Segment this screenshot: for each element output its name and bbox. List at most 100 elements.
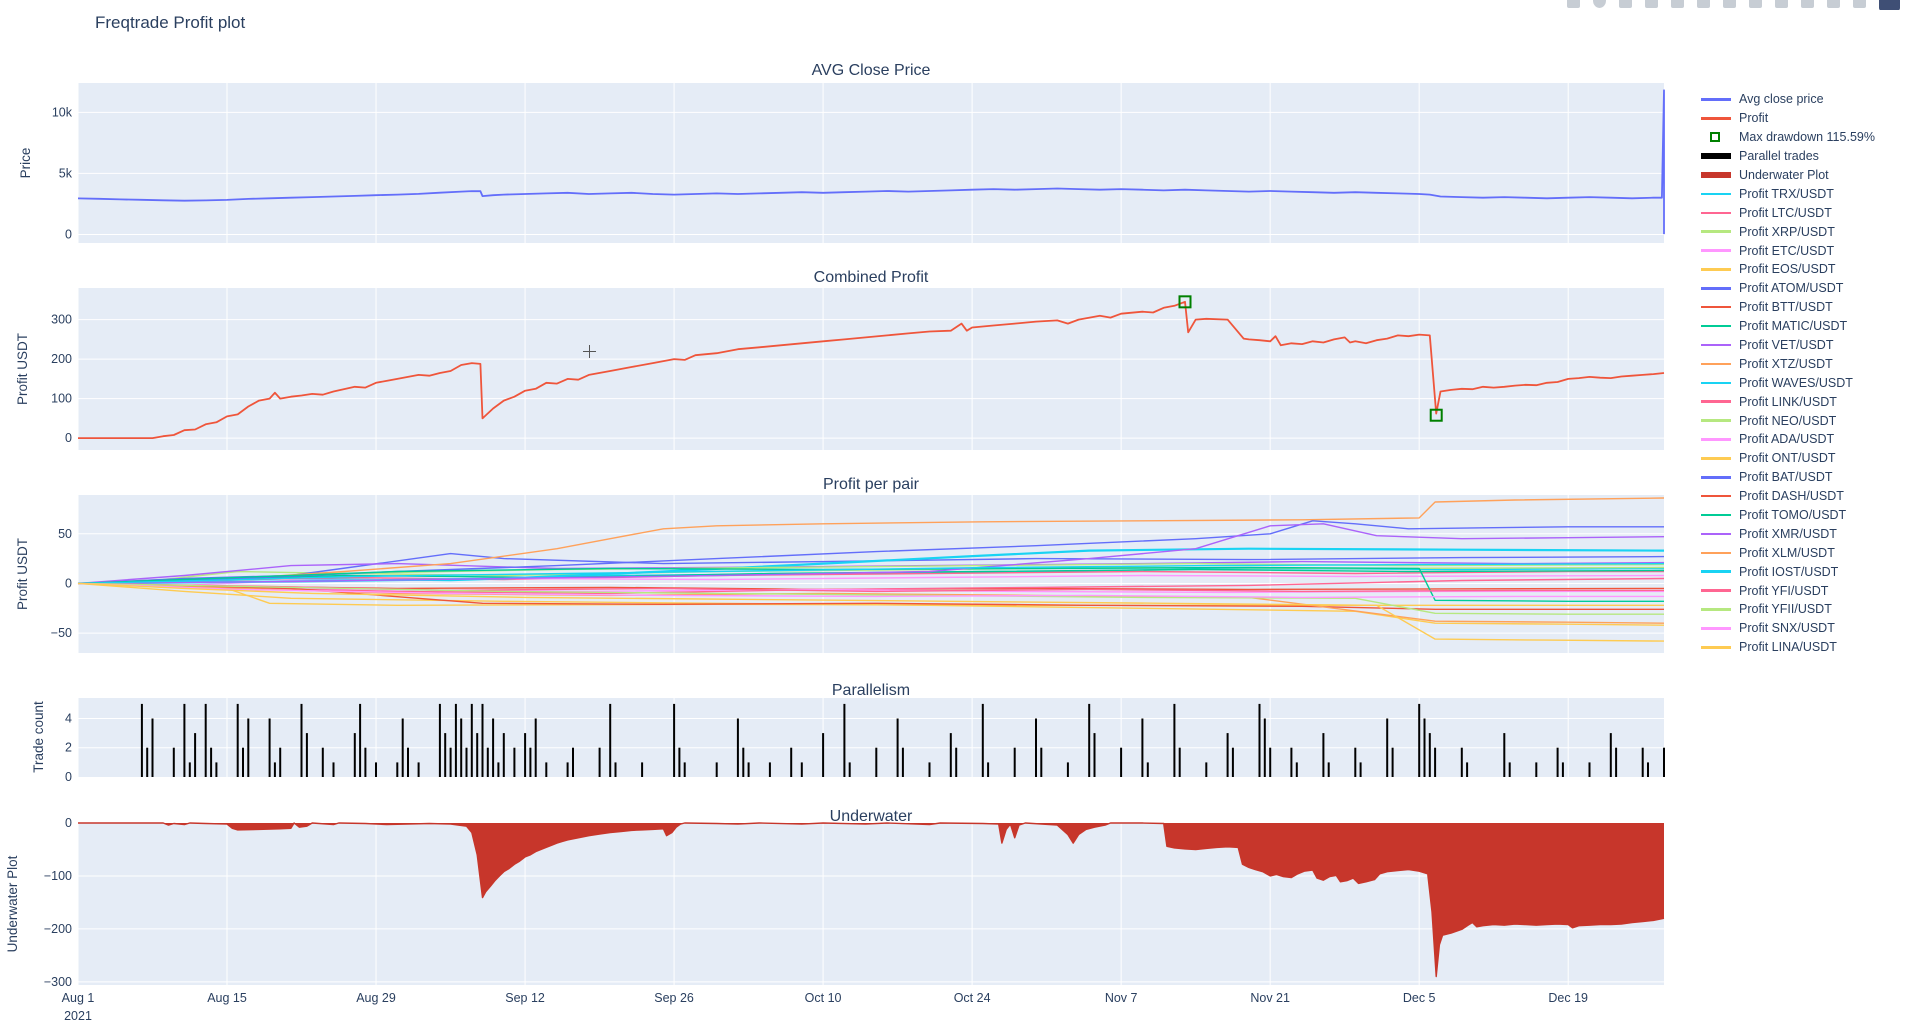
y-tick-label: 50 <box>58 527 72 541</box>
reset-axes-icon[interactable] <box>1775 0 1788 8</box>
legend-item[interactable]: Profit LINK/USDT <box>1701 392 1875 411</box>
trace-profit-xtz-usdt <box>77 497 1665 585</box>
legend-item[interactable]: Profit <box>1701 109 1875 128</box>
legend-item[interactable]: Profit TRX/USDT <box>1701 184 1875 203</box>
plot-area-0[interactable] <box>78 83 1664 243</box>
legend-item[interactable]: Underwater Plot <box>1701 166 1875 185</box>
trade-count-bar <box>529 747 532 777</box>
x-tick-label: Aug 15 <box>207 991 247 1005</box>
legend-item[interactable]: Parallel trades <box>1701 147 1875 166</box>
legend-item[interactable]: Profit NEO/USDT <box>1701 411 1875 430</box>
legend-swatch-line-icon <box>1701 287 1731 290</box>
legend-item[interactable]: Profit YFII/USDT <box>1701 600 1875 619</box>
legend-swatch-line-icon <box>1701 400 1731 403</box>
trade-count-bar <box>1423 718 1426 777</box>
trade-count-bar <box>476 733 479 777</box>
trade-count-bar <box>736 718 739 777</box>
legend-label: Profit XTZ/USDT <box>1739 356 1833 371</box>
zoom-icon[interactable] <box>1593 0 1606 8</box>
trace-underwater-plot <box>78 822 1665 978</box>
legend-item[interactable]: Profit WAVES/USDT <box>1701 373 1875 392</box>
trade-count-bar <box>1141 718 1144 777</box>
legend-item[interactable]: Profit SNX/USDT <box>1701 619 1875 638</box>
trace-profit-snx-usdt <box>77 582 1664 599</box>
legend-item[interactable]: Profit XMR/USDT <box>1701 524 1875 543</box>
trade-count-bar <box>364 747 367 777</box>
trade-count-bar <box>768 762 771 777</box>
zoom-in-icon[interactable] <box>1697 0 1710 8</box>
zoom-out-icon[interactable] <box>1723 0 1736 8</box>
legend-item[interactable]: Profit TOMO/USDT <box>1701 506 1875 525</box>
trade-count-bar <box>1013 747 1016 777</box>
trade-count-bar <box>1263 718 1266 777</box>
legend-item[interactable]: Profit LINA/USDT <box>1701 638 1875 657</box>
page-title: Freqtrade Profit plot <box>95 13 246 32</box>
hover-compare-icon[interactable] <box>1853 0 1866 8</box>
legend-item[interactable]: Max drawdown 115.59% <box>1701 128 1875 147</box>
trade-count-bar <box>396 762 399 777</box>
y-tick-label: −100 <box>44 869 72 883</box>
x-tick-label: Sep 26 <box>654 991 694 1005</box>
pan-icon[interactable] <box>1619 0 1632 8</box>
plot-area-3[interactable] <box>78 698 1664 777</box>
trace-profit-yfii-usdt <box>77 582 1664 615</box>
y-axis-label-profit-usdt: Profit USDT <box>15 333 30 406</box>
legend-label: Profit ONT/USDT <box>1739 451 1836 466</box>
trade-count-bar <box>1269 747 1272 777</box>
lasso-select-icon[interactable] <box>1671 0 1684 8</box>
legend-swatch-line-icon <box>1701 98 1731 101</box>
legend-item[interactable]: Profit YFI/USDT <box>1701 581 1875 600</box>
y-tick-label: 0 <box>65 816 72 830</box>
trade-count-bar <box>896 718 899 777</box>
legend-label: Profit TOMO/USDT <box>1739 508 1847 523</box>
legend-item[interactable]: Profit VET/USDT <box>1701 336 1875 355</box>
trade-count-bar <box>1327 762 1330 777</box>
legend-swatch-line-icon <box>1701 117 1731 120</box>
x-tick-label: Dec 5 <box>1403 991 1436 1005</box>
legend-item[interactable]: Profit MATIC/USDT <box>1701 317 1875 336</box>
legend-item[interactable]: Profit DASH/USDT <box>1701 487 1875 506</box>
trade-count-bar <box>502 733 505 777</box>
legend-label: Underwater Plot <box>1739 168 1829 182</box>
legend-item[interactable]: Avg close price <box>1701 90 1875 109</box>
legend-item[interactable]: Profit BTT/USDT <box>1701 298 1875 317</box>
plotly-logo-icon[interactable] <box>1879 0 1900 10</box>
trade-count-bar <box>140 703 143 777</box>
trace-profit-ont-usdt <box>77 582 1665 626</box>
legend-item[interactable]: Profit ATOM/USDT <box>1701 279 1875 298</box>
download-plot-icon[interactable] <box>1567 0 1580 8</box>
legend-item[interactable]: Profit XTZ/USDT <box>1701 354 1875 373</box>
trade-count-bar <box>1647 762 1649 777</box>
legend-label: Profit LTC/USDT <box>1739 205 1832 220</box>
trade-count-bar <box>247 718 250 777</box>
box-select-icon[interactable] <box>1645 0 1658 8</box>
x-tick-label: Oct 10 <box>805 991 842 1005</box>
y-tick-label: 300 <box>51 313 72 327</box>
y-axis-label-price: Price <box>18 147 33 179</box>
legend-item[interactable]: Profit BAT/USDT <box>1701 468 1875 487</box>
trade-count-bar <box>875 747 878 777</box>
toggle-spikelines-icon[interactable] <box>1801 0 1814 8</box>
legend-item[interactable]: Profit XRP/USDT <box>1701 222 1875 241</box>
legend-label: Profit XMR/USDT <box>1739 526 1837 541</box>
trace-profit-bat-usdt <box>77 520 1664 585</box>
legend-item[interactable]: Profit ONT/USDT <box>1701 449 1875 468</box>
trade-count-bar <box>332 762 335 777</box>
legend-swatch-line-icon <box>1701 211 1731 215</box>
hover-closest-icon[interactable] <box>1827 0 1840 8</box>
trade-count-bar <box>1066 762 1069 777</box>
legend-item[interactable]: Profit ETC/USDT <box>1701 241 1875 260</box>
legend-item[interactable]: Profit IOST/USDT <box>1701 562 1875 581</box>
trade-count-bar <box>1290 747 1293 777</box>
legend-item[interactable]: Profit LTC/USDT <box>1701 203 1875 222</box>
autoscale-icon[interactable] <box>1749 0 1762 8</box>
trade-count-bar <box>401 718 404 777</box>
plot-area-1[interactable] <box>78 288 1664 450</box>
max-drawdown-marker <box>1178 295 1192 309</box>
legend-item[interactable]: Profit XLM/USDT <box>1701 543 1875 562</box>
legend-item[interactable]: Profit ADA/USDT <box>1701 430 1875 449</box>
legend-item[interactable]: Profit EOS/USDT <box>1701 260 1875 279</box>
trade-count-bar <box>470 703 473 777</box>
legend-swatch-line-icon <box>1701 419 1731 422</box>
